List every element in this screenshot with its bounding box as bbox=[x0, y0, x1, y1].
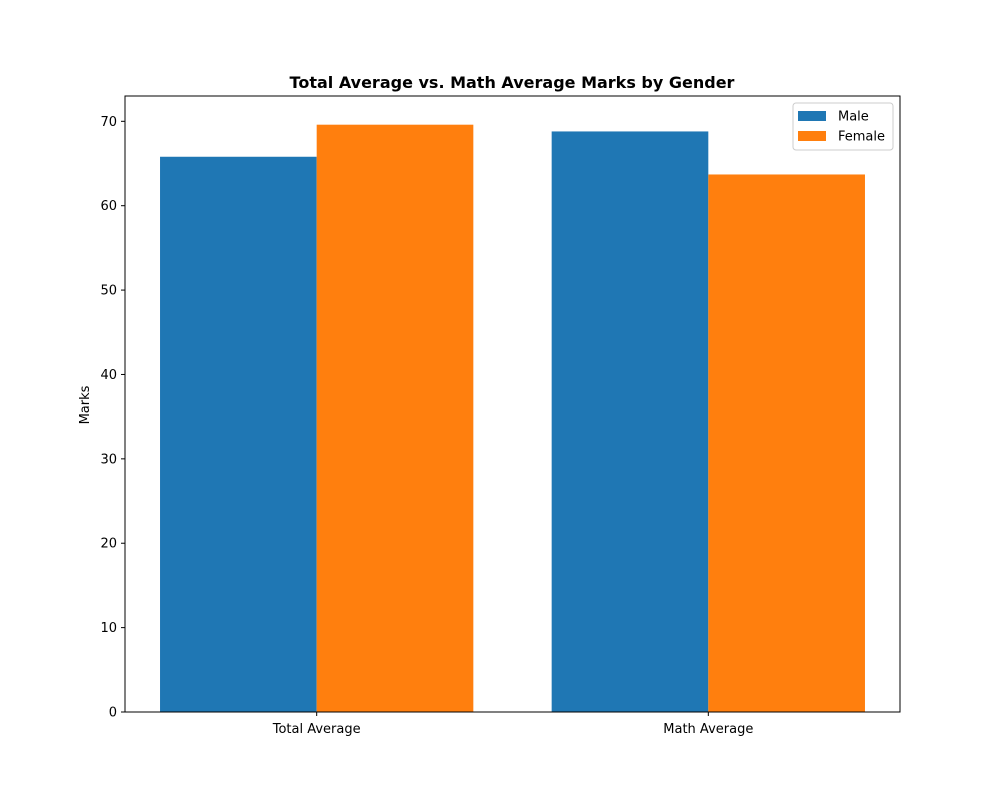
y-tick-label: 20 bbox=[100, 537, 117, 552]
bar-female-total-average bbox=[316, 124, 474, 712]
legend-swatch-female bbox=[798, 131, 826, 141]
y-tick-label: 50 bbox=[100, 284, 117, 299]
legend-label-male: Male bbox=[838, 110, 869, 125]
legend: Male Female bbox=[792, 102, 894, 151]
legend-swatch-male bbox=[798, 111, 826, 121]
x-tick-label: Total Average bbox=[272, 722, 361, 737]
bar-male-total-average bbox=[160, 156, 317, 712]
y-axis-label: Marks bbox=[78, 385, 93, 424]
bar-female-math-average bbox=[708, 174, 865, 713]
y-tick-label: 60 bbox=[100, 199, 117, 214]
plot-area-frame bbox=[124, 95, 901, 713]
y-tick-label: 0 bbox=[109, 706, 117, 721]
chart-title: Total Average vs. Math Average Marks by … bbox=[290, 73, 735, 92]
y-tick-label: 10 bbox=[100, 621, 117, 636]
x-axis: Total Average Math Average bbox=[272, 712, 753, 737]
x-tick-label: Math Average bbox=[663, 722, 753, 737]
bar-male-math-average bbox=[551, 131, 709, 712]
y-tick-label: 30 bbox=[100, 452, 117, 467]
y-tick-label: 70 bbox=[100, 115, 117, 130]
y-axis: 0 10 20 30 40 50 60 70 bbox=[100, 115, 125, 721]
y-tick-label: 40 bbox=[100, 368, 117, 383]
bars-group bbox=[160, 124, 865, 713]
legend-label-female: Female bbox=[838, 130, 885, 145]
